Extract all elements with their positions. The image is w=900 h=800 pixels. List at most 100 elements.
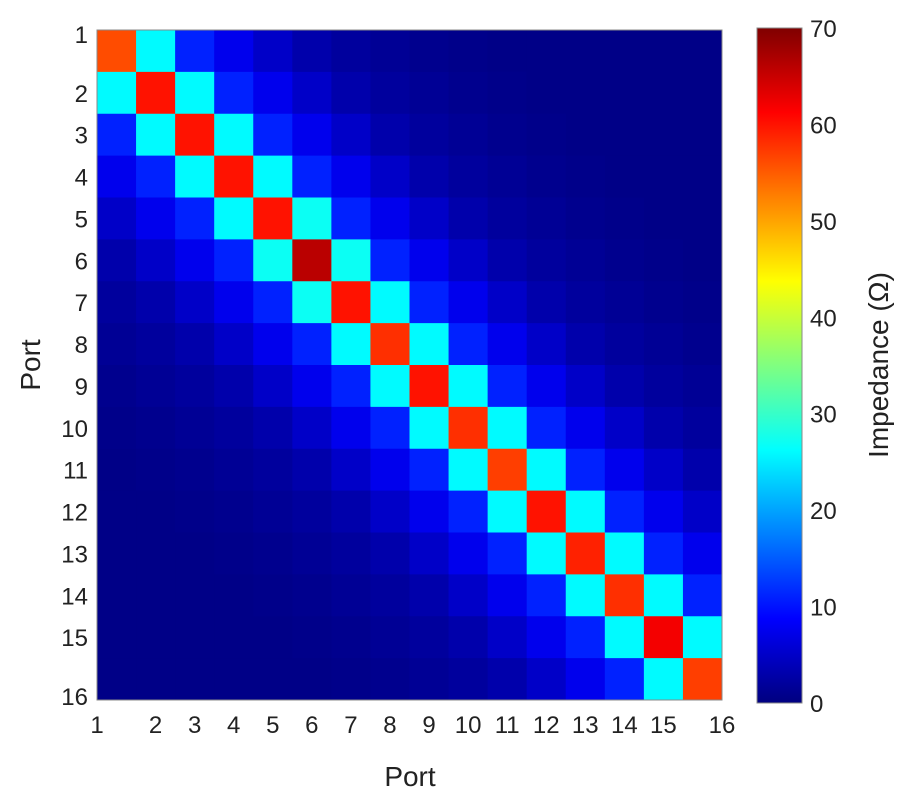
cell-6-3 xyxy=(175,239,215,282)
x-tick-label: 14 xyxy=(611,712,638,739)
cell-10-16 xyxy=(682,406,723,450)
cell-7-10 xyxy=(448,281,489,324)
x-tick-label: 10 xyxy=(455,712,482,739)
cell-14-10 xyxy=(448,574,489,617)
cell-6-13 xyxy=(565,239,606,282)
cell-14-4 xyxy=(214,574,254,617)
cell-8-14 xyxy=(604,323,645,366)
cell-9-10 xyxy=(448,365,489,408)
cell-12-3 xyxy=(175,490,215,533)
x-tick-label: 16 xyxy=(709,712,736,739)
cell-13-8 xyxy=(370,532,410,575)
cell-12-14 xyxy=(604,490,645,533)
cell-6-4 xyxy=(214,239,254,282)
cell-9-14 xyxy=(604,365,645,408)
y-tick-label: 6 xyxy=(75,248,88,275)
cell-13-4 xyxy=(214,532,254,575)
cell-1-12 xyxy=(526,30,567,73)
cell-9-4 xyxy=(214,365,254,408)
cell-2-11 xyxy=(487,71,528,115)
cell-1-3 xyxy=(175,30,215,73)
cell-8-12 xyxy=(526,323,567,366)
cell-13-10 xyxy=(448,532,489,575)
cell-1-10 xyxy=(448,30,489,73)
x-tick-labels: 1 2 3 4 5 6 7 8 9 10 11 12 13 14 15 16 xyxy=(90,712,735,739)
cell-7-6 xyxy=(292,281,332,324)
y-tick-label: 4 xyxy=(75,165,88,192)
cell-6-14 xyxy=(604,239,645,282)
cell-10-14 xyxy=(604,406,645,450)
x-tick-label: 4 xyxy=(227,712,240,739)
cell-10-13 xyxy=(565,406,606,450)
cell-1-6 xyxy=(292,30,332,73)
cell-14-2 xyxy=(136,574,176,617)
cell-12-2 xyxy=(136,490,176,533)
cell-1-11 xyxy=(487,30,528,73)
cell-3-7 xyxy=(331,113,371,157)
cell-5-7 xyxy=(331,197,371,240)
cell-2-12 xyxy=(526,71,567,115)
cell-7-12 xyxy=(526,281,567,324)
cell-13-14 xyxy=(604,532,645,575)
cell-6-2 xyxy=(136,239,176,282)
cell-12-9 xyxy=(409,490,450,533)
cell-8-7 xyxy=(331,323,371,366)
cell-14-3 xyxy=(175,574,215,617)
colorbar-tick-labels: 0 10 20 30 40 50 60 70 xyxy=(810,16,837,718)
y-tick-label: 2 xyxy=(75,81,88,108)
cell-5-10 xyxy=(448,197,489,240)
cell-3-14 xyxy=(604,113,645,157)
cell-3-1 xyxy=(97,113,137,157)
cell-16-11 xyxy=(487,658,528,701)
cell-3-13 xyxy=(565,113,606,157)
cell-12-8 xyxy=(370,490,410,533)
cell-10-7 xyxy=(331,406,371,450)
cell-14-6 xyxy=(292,574,332,617)
colorbar-tick-label: 10 xyxy=(810,595,837,622)
cell-16-10 xyxy=(448,658,489,701)
cell-13-13 xyxy=(565,532,606,575)
cell-4-4 xyxy=(214,155,254,198)
cell-5-2 xyxy=(136,197,176,240)
cell-4-3 xyxy=(175,155,215,198)
cell-13-6 xyxy=(292,532,332,575)
cell-2-13 xyxy=(565,71,606,115)
cell-1-5 xyxy=(253,30,293,73)
x-tick-label: 5 xyxy=(266,712,279,739)
cell-3-5 xyxy=(253,113,293,157)
cell-7-2 xyxy=(136,281,176,324)
plot-frame xyxy=(96,29,723,701)
y-tick-label: 14 xyxy=(61,583,88,610)
cell-2-10 xyxy=(448,71,489,115)
cell-10-1 xyxy=(97,406,137,450)
cell-5-15 xyxy=(643,197,684,240)
cell-12-16 xyxy=(682,490,723,533)
cell-12-6 xyxy=(292,490,332,533)
cell-3-11 xyxy=(487,113,528,157)
cell-10-15 xyxy=(643,406,684,450)
cell-15-10 xyxy=(448,616,489,659)
cell-2-9 xyxy=(409,71,450,115)
cell-14-12 xyxy=(526,574,567,617)
cell-12-4 xyxy=(214,490,254,533)
y-tick-label: 8 xyxy=(75,332,88,359)
cell-4-2 xyxy=(136,155,176,198)
y-tick-label: 3 xyxy=(75,123,88,150)
cell-13-2 xyxy=(136,532,176,575)
cell-1-8 xyxy=(370,30,410,73)
cell-11-8 xyxy=(370,448,410,492)
x-tick-label: 6 xyxy=(305,712,318,739)
cell-5-16 xyxy=(682,197,723,240)
cell-4-6 xyxy=(292,155,332,198)
cell-8-2 xyxy=(136,323,176,366)
colorbar-tick-label: 40 xyxy=(810,305,837,332)
cell-3-8 xyxy=(370,113,410,157)
cell-13-1 xyxy=(97,532,137,575)
cell-2-2 xyxy=(136,71,176,115)
cell-7-7 xyxy=(331,281,371,324)
cell-10-6 xyxy=(292,406,332,450)
cell-6-1 xyxy=(97,239,137,282)
x-axis-label: Port xyxy=(384,761,436,792)
